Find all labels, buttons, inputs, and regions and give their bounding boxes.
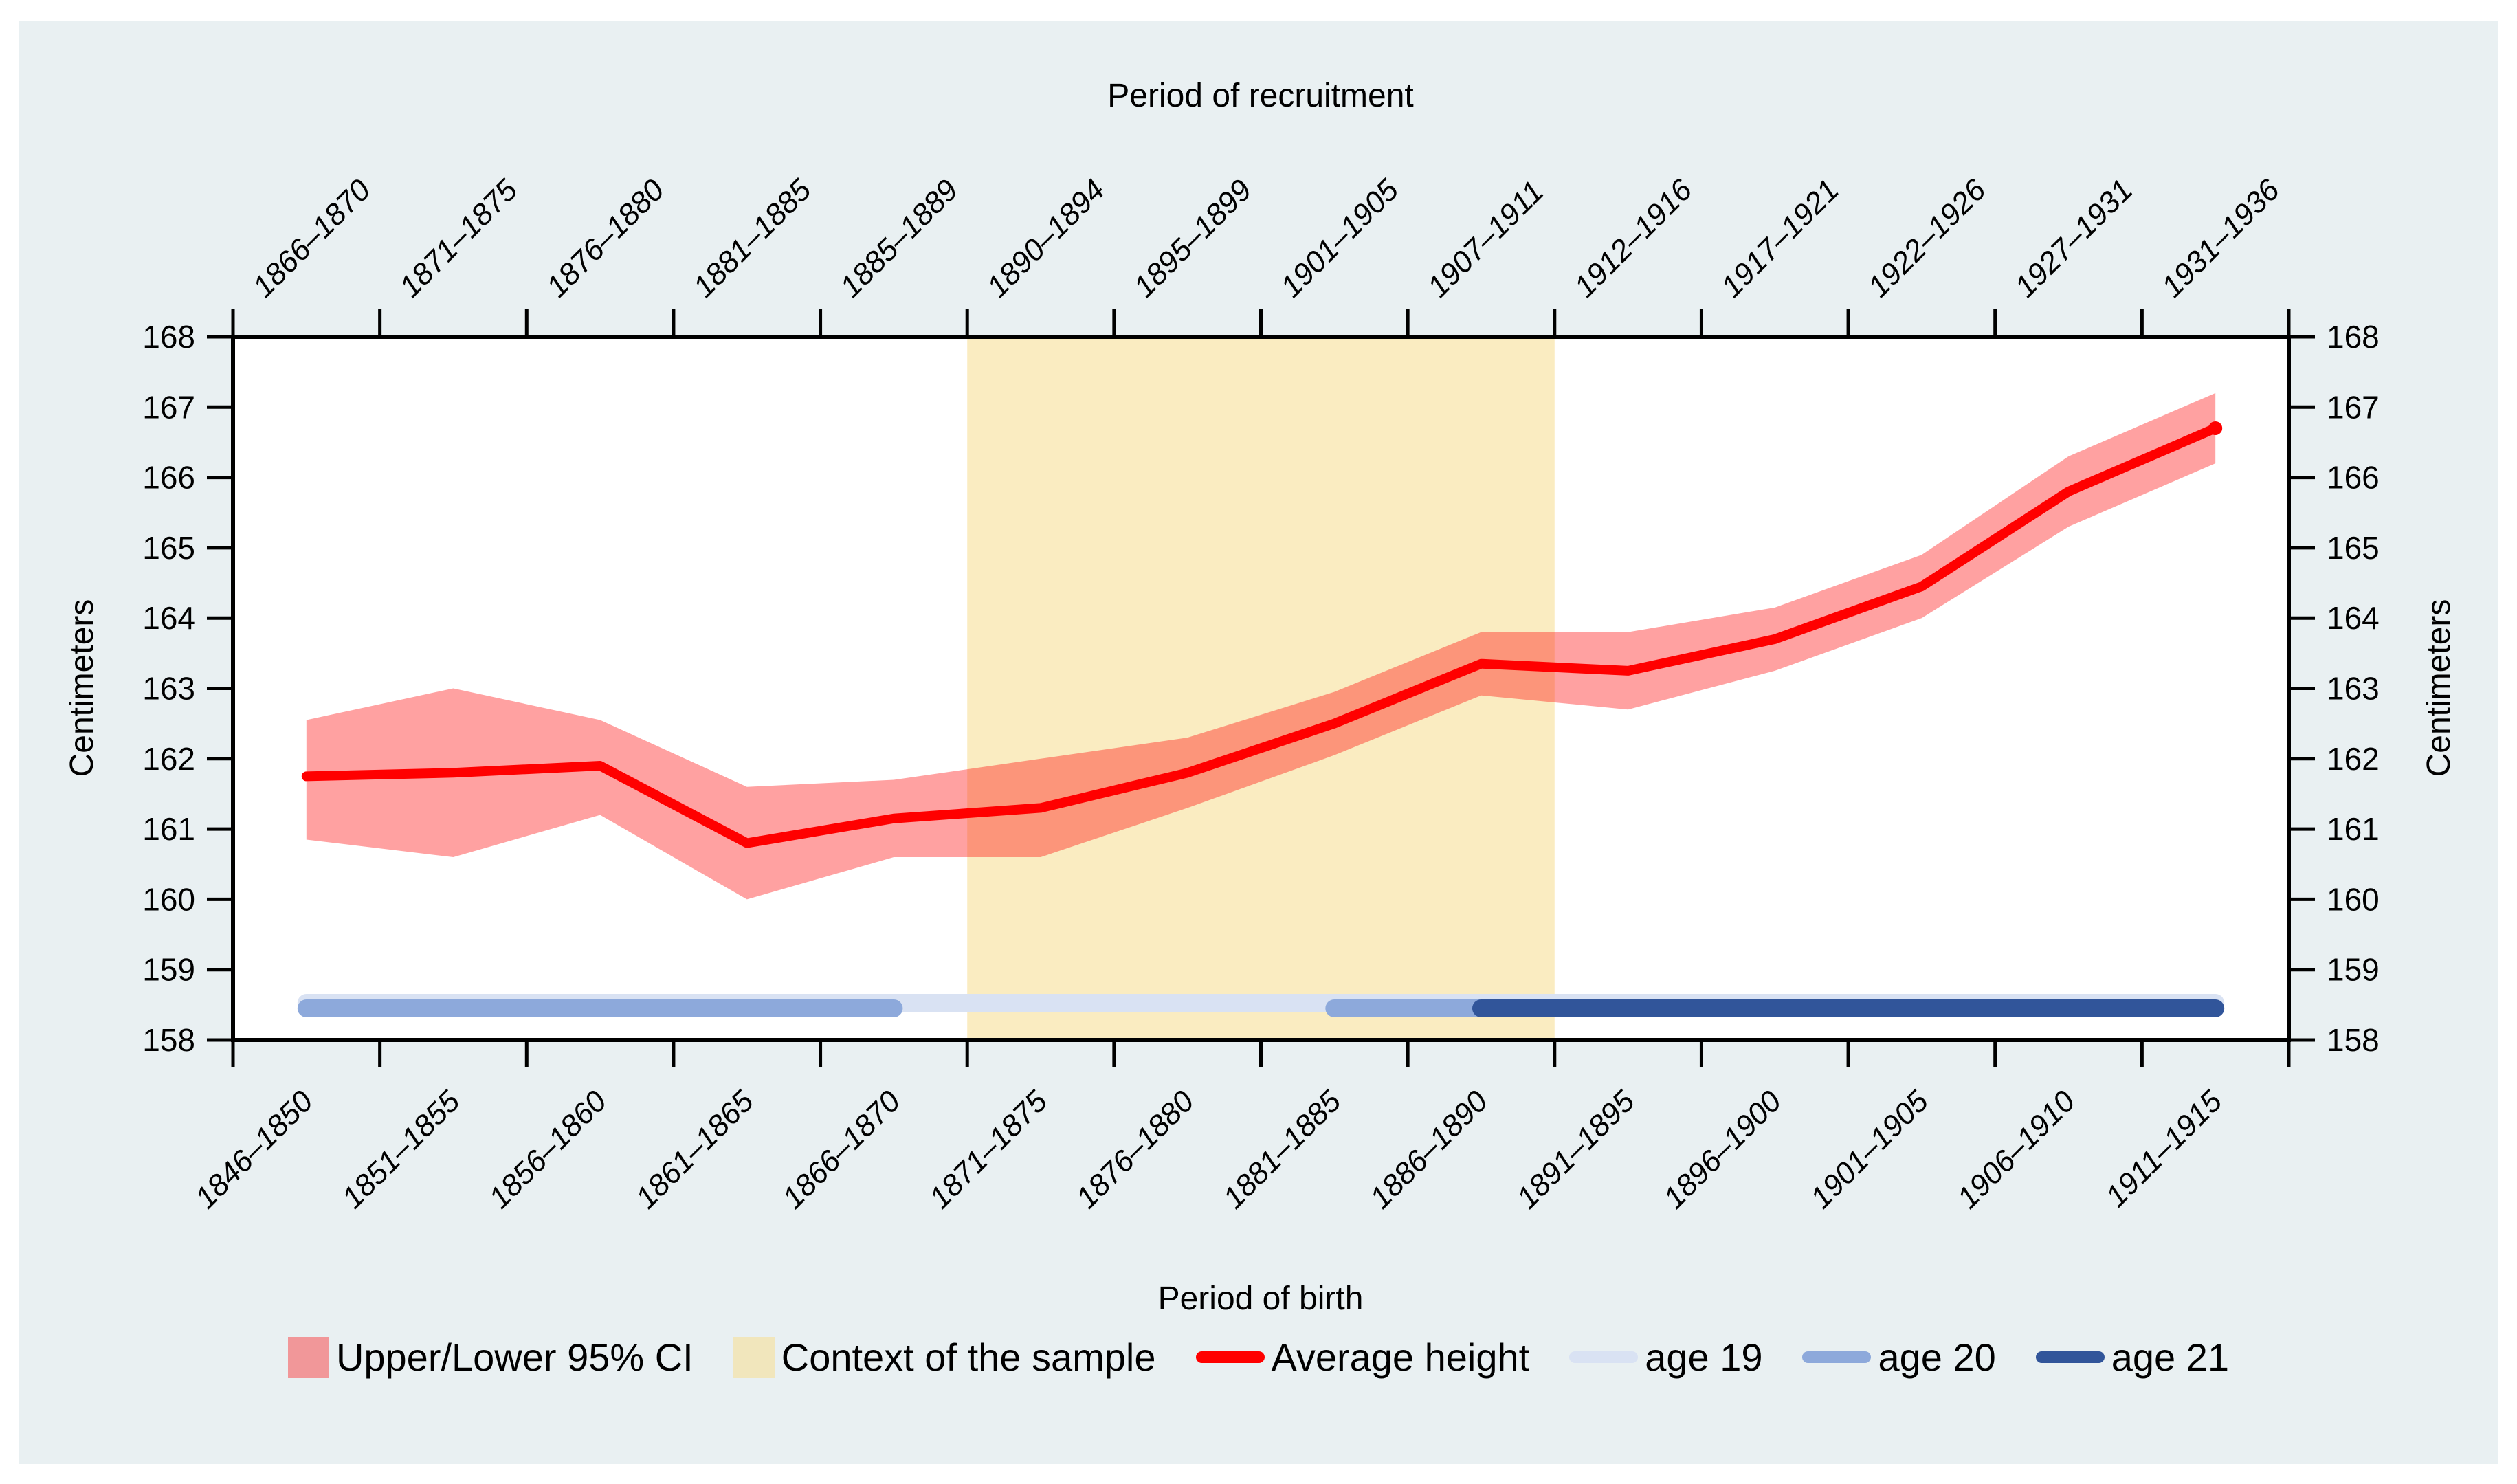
y-tick-label: 166 bbox=[2327, 460, 2380, 496]
y-tick-label: 166 bbox=[142, 460, 195, 496]
right-axis-title: Centimeters bbox=[2421, 599, 2457, 777]
legend-item-age-19: age 19 bbox=[1569, 1335, 1762, 1380]
legend-swatch bbox=[287, 1336, 329, 1378]
y-tick-label: 159 bbox=[2327, 952, 2380, 988]
ci-polygon bbox=[306, 392, 2216, 900]
y-tick-label: 164 bbox=[2327, 600, 2380, 636]
legend-item-context-of-the-sample: Context of the sample bbox=[733, 1335, 1156, 1380]
legend-swatch bbox=[733, 1336, 775, 1378]
legend-swatch bbox=[2035, 1351, 2105, 1363]
right-axis-tick-labels: 158 159 160 161 162 163 164 165 166 167 168 bbox=[2327, 319, 2380, 1058]
legend-swatch bbox=[1195, 1351, 1265, 1363]
y-tick-label: 159 bbox=[142, 952, 195, 988]
context-rect bbox=[967, 339, 1555, 1038]
y-tick-label: 168 bbox=[142, 319, 195, 355]
legend-label: Context of the sample bbox=[781, 1336, 1156, 1379]
y-tick-label: 158 bbox=[2327, 1022, 2380, 1058]
y-tick-label: 165 bbox=[2327, 530, 2380, 566]
y-tick-label: 164 bbox=[142, 600, 195, 636]
y-tick-label: 165 bbox=[142, 530, 195, 566]
legend-label: age 21 bbox=[2111, 1336, 2230, 1379]
y-tick-label: 167 bbox=[142, 389, 195, 425]
legend-label: age 19 bbox=[1645, 1336, 1763, 1379]
age-bars bbox=[297, 993, 2225, 1017]
average-height-end-dot bbox=[2208, 421, 2223, 435]
legend-item-average-height: Average height bbox=[1195, 1335, 1530, 1380]
y-tick-label: 158 bbox=[142, 1022, 195, 1058]
average-height-line bbox=[301, 421, 2223, 848]
legend-item-age-21: age 21 bbox=[2035, 1335, 2230, 1380]
left-axis-title: Centimeters bbox=[64, 599, 100, 777]
legend-label: Upper/Lower 95% CI bbox=[335, 1336, 694, 1379]
y-tick-label: 162 bbox=[2327, 741, 2380, 777]
legend-label: age 20 bbox=[1878, 1336, 1996, 1379]
y-tick-label: 168 bbox=[2327, 319, 2380, 355]
chart-legend: Upper/Lower 95% CI Context of the sample A… bbox=[27, 1335, 2490, 1380]
legend-label: Average height bbox=[1271, 1336, 1530, 1379]
y-tick-label: 161 bbox=[142, 811, 195, 847]
top-axis-title: Period of recruitment bbox=[1107, 78, 1414, 114]
left-axis-tick-labels: 158 159 160 161 162 163 164 165 166 167 168 bbox=[142, 319, 195, 1058]
context-of-sample-band bbox=[967, 339, 1555, 1038]
legend-swatch bbox=[1802, 1351, 1872, 1363]
y-tick-label: 162 bbox=[142, 741, 195, 777]
average-height-polyline bbox=[301, 423, 2221, 848]
y-tick-label: 163 bbox=[2327, 671, 2380, 707]
legend-swatch bbox=[1569, 1351, 1639, 1363]
y-tick-label: 163 bbox=[142, 671, 195, 707]
y-tick-label: 160 bbox=[142, 881, 195, 917]
y-tick-label: 167 bbox=[2327, 389, 2380, 425]
legend-item-age-20: age 20 bbox=[1802, 1335, 1996, 1380]
y-tick-label: 160 bbox=[2327, 881, 2380, 917]
y-tick-label: 161 bbox=[2327, 811, 2380, 847]
axis-ticks bbox=[207, 309, 2315, 1067]
legend-item-upper-lower-95-ci: Upper/Lower 95% CI bbox=[287, 1335, 694, 1380]
bottom-axis-title: Period of birth bbox=[1158, 1281, 1364, 1317]
confidence-band bbox=[306, 392, 2216, 900]
